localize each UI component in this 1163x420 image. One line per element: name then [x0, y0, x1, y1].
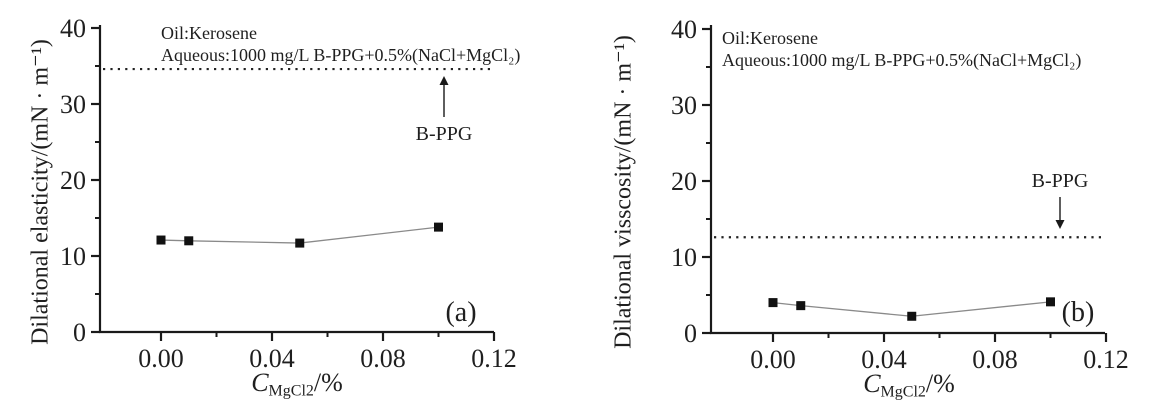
data-point-marker — [1046, 297, 1055, 307]
x-axis-symbol: C — [863, 369, 881, 398]
series-line — [772, 301, 1051, 317]
chart-b-x-axis-title: CMgCl2/% — [863, 369, 955, 401]
axis-frame — [98, 25, 494, 334]
chart-a-x-axis-title: CMgCl2/% — [251, 368, 343, 400]
chart-panel-a: 0 10 20 30 40 0.00 0.04 0.08 0.12 Dilational ela… — [27, 14, 521, 400]
data-point-marker — [295, 238, 305, 248]
y-tick-label: 20 — [671, 167, 697, 196]
y-tick-label: 40 — [60, 14, 86, 43]
x-axis-symbol: C — [251, 368, 269, 397]
chart-a-annotation-aqueous: Aqueous:1000 mg/L B-PPG+0.5%(NaCl+MgCl₂) — [161, 45, 521, 65]
y-tick-label: 20 — [60, 166, 86, 195]
chart-b-annotation-aqueous: Aqueous:1000 mg/L B-PPG+0.5%(NaCl+MgCl₂) — [722, 50, 1082, 70]
x-axis-subscript: MgCl2 — [880, 383, 926, 401]
y-tick-label: 0 — [73, 318, 86, 347]
y-tick-label: 10 — [671, 243, 697, 272]
data-point-marker — [768, 298, 778, 308]
x-tick-label: 0.08 — [972, 345, 1018, 374]
data-point-marker — [156, 235, 166, 245]
x-tick-label: 0.00 — [750, 345, 796, 374]
chart-a-reference-label: B-PPG — [415, 123, 473, 145]
chart-a-annotation-oil: Oil:Kerosene — [161, 23, 257, 43]
reference-arrow-head — [1055, 220, 1065, 229]
chart-panel-b: 0 10 20 30 40 0.00 0.04 0.08 0.12 Dilational vis… — [582, 0, 1163, 420]
y-tick-label: 30 — [671, 91, 697, 120]
data-point-marker — [434, 222, 443, 232]
y-tick-label: 0 — [684, 319, 697, 348]
chart-b-plot: 0 10 20 30 40 0.00 0.04 0.08 0.12 — [671, 15, 1129, 374]
data-point-marker — [796, 301, 806, 311]
chart-a-y-axis-title: Dilational elasticity/(mN · m⁻¹) — [27, 39, 54, 345]
series-line — [160, 226, 439, 244]
x-axis-suffix: /% — [925, 369, 955, 398]
y-tick-label: 10 — [60, 242, 86, 271]
x-axis-subscript: MgCl2 — [268, 382, 314, 400]
x-axis-suffix: /% — [313, 368, 343, 397]
chart-a-panel-label: (a) — [445, 297, 477, 328]
chart-b-panel-label: (b) — [1061, 297, 1095, 328]
x-tick-label: 0.00 — [138, 344, 184, 373]
data-point-marker — [907, 311, 917, 321]
x-tick-label: 0.12 — [1083, 345, 1129, 374]
chart-b-reference-label: B-PPG — [1031, 170, 1089, 192]
chart-b-y-axis-title: Dilational visscosity/(mN · m⁻¹) — [610, 35, 637, 349]
y-tick-label: 40 — [671, 15, 697, 44]
reference-arrow-head — [439, 76, 449, 85]
data-point-marker — [184, 236, 194, 246]
chart-b-annotation-oil: Oil:Kerosene — [722, 28, 818, 48]
x-tick-label: 0.12 — [471, 344, 517, 373]
x-tick-label: 0.04 — [249, 344, 295, 373]
x-tick-label: 0.08 — [360, 344, 406, 373]
y-tick-label: 30 — [60, 90, 86, 119]
x-tick-label: 0.04 — [861, 345, 907, 374]
chart-a-plot: 0 10 20 30 40 0.00 0.04 0.08 0.12 — [60, 14, 517, 373]
